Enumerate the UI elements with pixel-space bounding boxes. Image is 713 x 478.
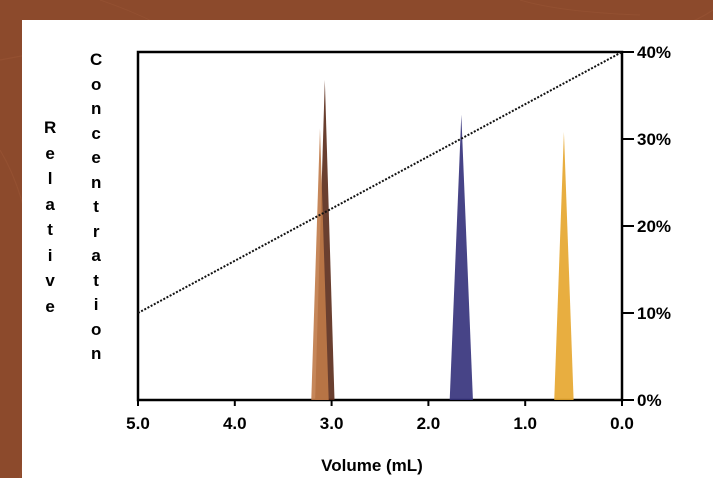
y-axis-label-letter: a — [91, 246, 101, 265]
y-axis-label-letter: n — [90, 344, 102, 363]
peak-4 — [554, 132, 574, 400]
y-axis-label-letter: e — [45, 296, 55, 316]
y-axis-label-letter: n — [90, 172, 102, 192]
y-axis-label-letter: R — [44, 118, 57, 137]
y-axis-label-letter: n — [90, 99, 102, 118]
peak-2 — [311, 128, 329, 400]
chart-panel: 5.0 4.0 3.0 2.0 1.0 0.0 0% 10% 20% 30% 40% Volume… — [22, 20, 713, 478]
y-axis-label-letter: l — [47, 169, 53, 188]
plot-area — [136, 50, 624, 402]
y-axis-label-letter: t — [47, 220, 53, 239]
x-tick-label: 5.0 — [126, 414, 150, 433]
y-axis-label-letter: v — [45, 271, 55, 290]
x-axis-label: Volume (mL) — [321, 456, 423, 475]
y-axis-label-letter: c — [91, 123, 101, 143]
gradient-line — [137, 51, 623, 314]
x-tick-label: 1.0 — [513, 414, 537, 433]
y-tick-label: 10% — [637, 304, 671, 323]
y-tick-label: 0% — [637, 391, 662, 410]
x-tick-label: 2.0 — [417, 414, 441, 433]
y-axis-label-letter: C — [90, 50, 103, 69]
y-axis-label-letter: e — [45, 143, 55, 163]
y-tick-label: 40% — [637, 43, 671, 62]
y-axis-label-letter: t — [93, 197, 99, 216]
chromatogram-chart: 5.0 4.0 3.0 2.0 1.0 0.0 0% 10% 20% 30% 40% Volume… — [126, 43, 671, 475]
y-axis-label-letter: o — [90, 319, 102, 339]
y-axis-label-letter: i — [93, 295, 99, 314]
x-tick-label: 0.0 — [610, 414, 634, 433]
y-axis-label-letter: r — [92, 221, 100, 241]
x-tick-label: 4.0 — [223, 414, 247, 433]
y-tick-label: 30% — [637, 130, 671, 149]
peak-3 — [449, 114, 473, 400]
y-axis-label-letter: o — [90, 74, 102, 94]
y-axis-label-letter: a — [45, 194, 55, 214]
y-axis-label-letter: t — [93, 270, 99, 290]
x-tick-label: 3.0 — [320, 414, 344, 433]
y-axis-label-letter: e — [91, 148, 101, 167]
y-axis-label-letter: i — [47, 245, 53, 265]
y-tick-label: 20% — [637, 217, 671, 236]
